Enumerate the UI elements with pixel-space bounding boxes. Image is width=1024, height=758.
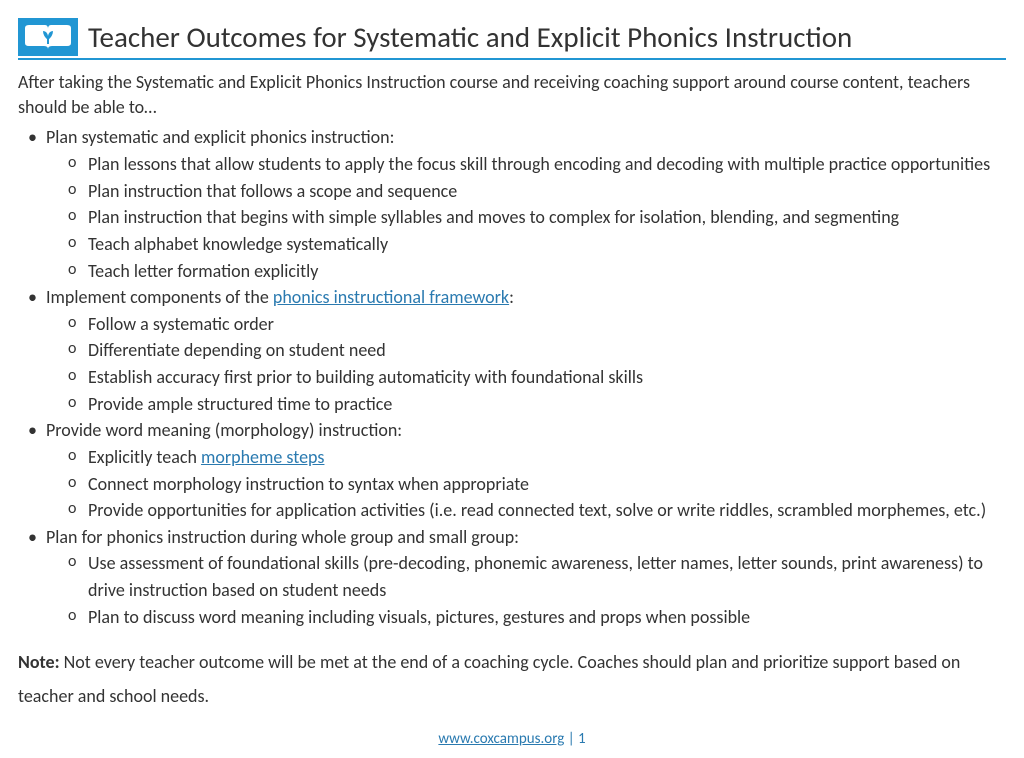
outcome-label: Plan for phonics instruction during whol…: [46, 526, 519, 548]
sub-item: Teach alphabet knowledge systematically: [64, 231, 1006, 258]
sub-item: Plan lessons that allow students to appl…: [64, 151, 1006, 178]
sub-list: Use assessment of foundational skills (p…: [46, 550, 1006, 630]
outcome-label: Provide word meaning (morphology) instru…: [46, 419, 402, 441]
footer-sep: |: [564, 730, 578, 748]
sub-list: Follow a systematic order Differentiate …: [46, 311, 1006, 418]
sub-item: Connect morphology instruction to syntax…: [64, 471, 1006, 498]
sub-item: Plan to discuss word meaning including v…: [64, 604, 1006, 631]
outcome-item: Implement components of the phonics inst…: [22, 284, 1006, 417]
note-text: Not every teacher outcome will be met at…: [18, 651, 960, 706]
footer: www.coxcampus.org | 1: [0, 730, 1024, 748]
logo: [18, 18, 78, 56]
sub-item: Provide opportunities for application ac…: [64, 497, 1006, 524]
sub-item: Follow a systematic order: [64, 311, 1006, 338]
sub-item: Teach letter formation explicitly: [64, 258, 1006, 285]
phonics-framework-link[interactable]: phonics instructional framework: [273, 286, 509, 308]
outcomes-list: Plan systematic and explicit phonics ins…: [18, 124, 1006, 630]
outcome-item: Plan systematic and explicit phonics ins…: [22, 124, 1006, 284]
outcome-item: Plan for phonics instruction during whol…: [22, 524, 1006, 631]
intro-text: After taking the Systematic and Explicit…: [18, 70, 1006, 120]
sub-item: Explicitly teach morpheme steps: [64, 444, 1006, 471]
sub-list: Explicitly teach morpheme steps Connect …: [46, 444, 1006, 524]
sub-item: Use assessment of foundational skills (p…: [64, 550, 1006, 603]
header: Teacher Outcomes for Systematic and Expl…: [18, 18, 1006, 56]
morpheme-steps-link[interactable]: morpheme steps: [201, 446, 324, 468]
outcome-label-post: :: [509, 286, 514, 308]
note-label: Note:: [18, 651, 60, 673]
outcome-label: Plan systematic and explicit phonics ins…: [46, 126, 394, 148]
sub-item: Provide ample structured time to practic…: [64, 391, 1006, 418]
sub-item: Differentiate depending on student need: [64, 337, 1006, 364]
note-paragraph: Note: Not every teacher outcome will be …: [18, 646, 1006, 713]
sub-list: Plan lessons that allow students to appl…: [46, 151, 1006, 284]
open-book-sprout-icon: [23, 22, 73, 52]
outcome-item: Provide word meaning (morphology) instru…: [22, 417, 1006, 524]
title-rule: [18, 58, 1006, 60]
outcome-label-pre: Implement components of the: [46, 286, 273, 308]
sub-text-pre: Explicitly teach: [88, 446, 201, 468]
page-title: Teacher Outcomes for Systematic and Expl…: [88, 19, 852, 55]
sub-item: Establish accuracy first prior to buildi…: [64, 364, 1006, 391]
sub-item: Plan instruction that begins with simple…: [64, 204, 1006, 231]
page-number: 1: [578, 730, 586, 748]
footer-link[interactable]: www.coxcampus.org: [438, 730, 564, 748]
sub-item: Plan instruction that follows a scope an…: [64, 178, 1006, 205]
